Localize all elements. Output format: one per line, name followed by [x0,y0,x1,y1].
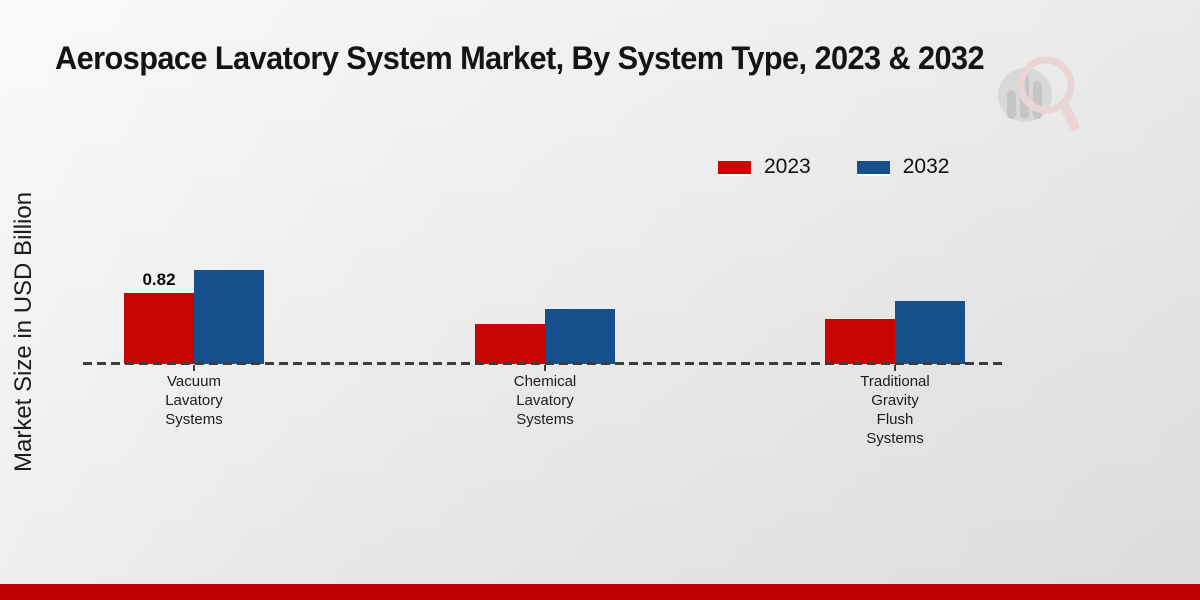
x-axis-tick [544,365,546,371]
bar-2023-group0 [124,293,194,364]
legend-swatch-2032 [856,160,890,174]
bar-value-label: 0.82 [142,270,176,289]
legend-item-2023: 2023 [718,155,811,179]
chart-title: Aerospace Lavatory System Market, By Sys… [55,40,985,76]
bar-2032-group1 [545,309,615,364]
category-label: Vacuum Lavatory Systems [165,373,223,428]
x-axis-tick [894,365,896,371]
bar-2032-group0 [194,270,264,364]
legend: 2023 2032 [718,155,949,179]
bar-2032-group2 [895,301,965,364]
footer-accent-bar [0,584,1200,600]
category-label: Chemical Lavatory Systems [513,373,577,428]
watermark-logo-icon [998,56,1079,131]
legend-item-2032: 2032 [856,155,950,179]
legend-label-2023: 2023 [764,155,811,178]
x-axis-baseline [83,362,1007,365]
legend-label-2032: 2032 [902,155,950,178]
bar-2023-group1 [475,324,545,364]
x-axis-tick [193,365,195,371]
bar-2023-group2 [825,319,895,364]
category-label: Traditional Gravity Flush Systems [860,373,930,447]
legend-swatch-2023 [718,160,751,174]
